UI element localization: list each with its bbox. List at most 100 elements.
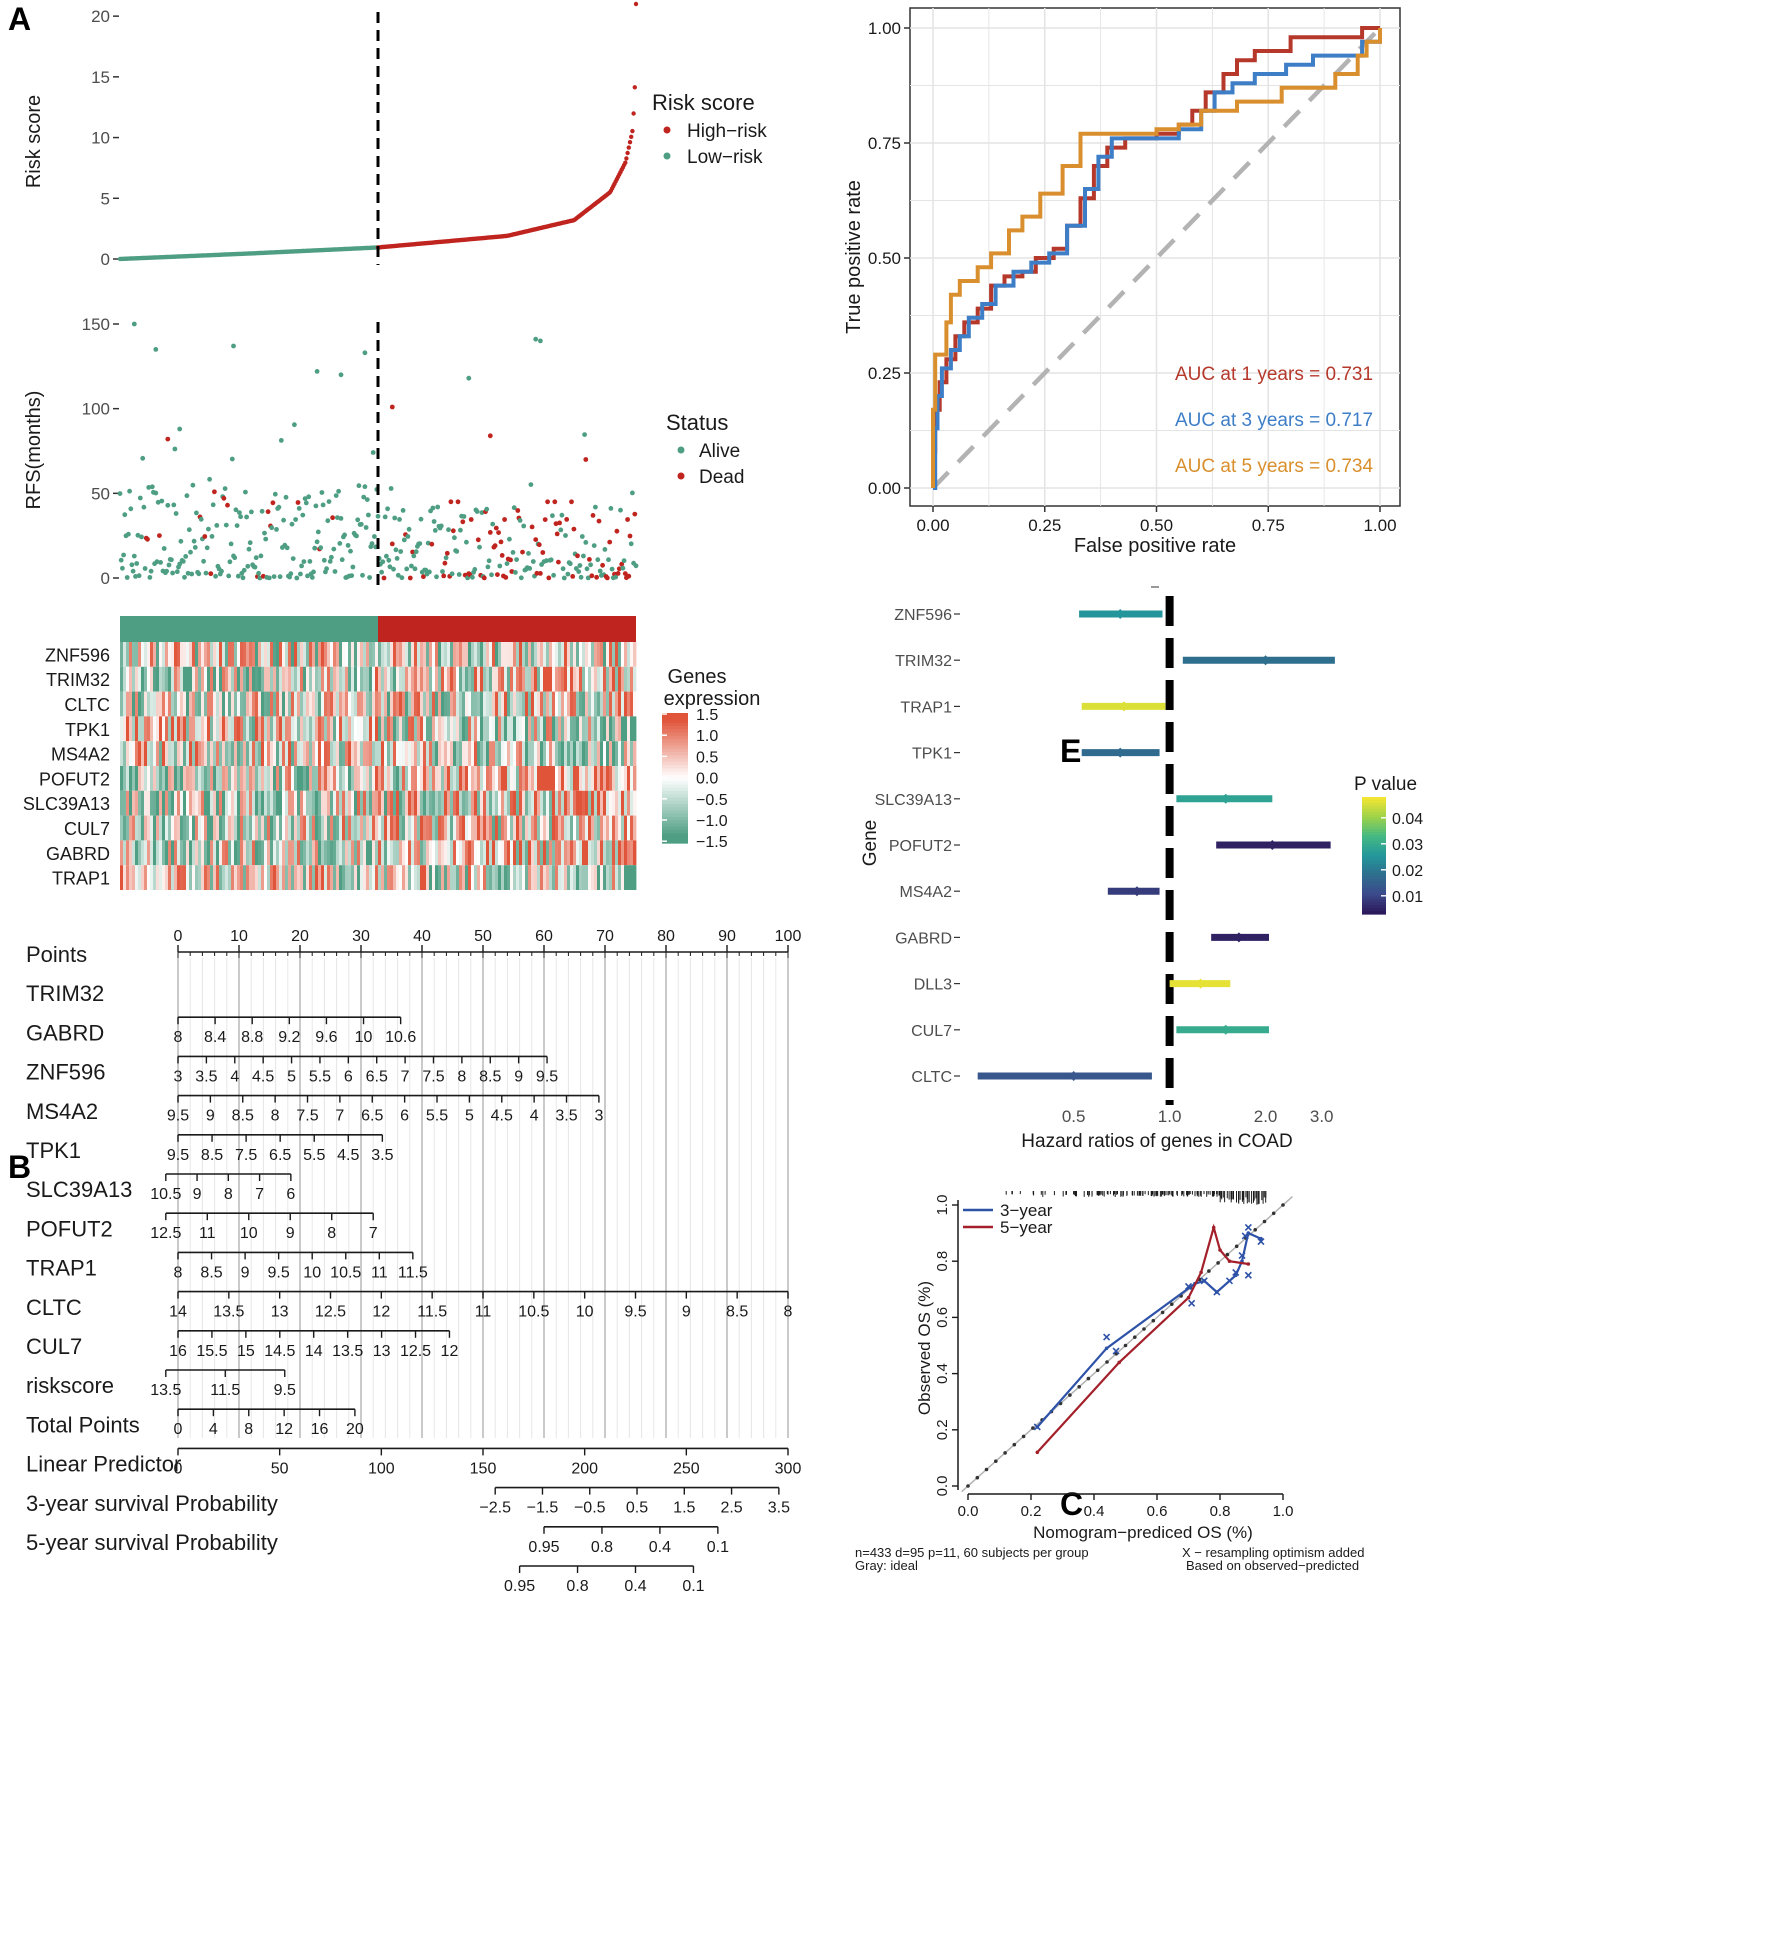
- heatmap-cell: [462, 815, 466, 841]
- heatmap-cell: [120, 840, 124, 866]
- rfs-point: [190, 482, 196, 488]
- heatmap-cell: [372, 815, 376, 841]
- heatmap-cell: [444, 790, 448, 816]
- heatmap-row-label: TPK1: [65, 720, 110, 740]
- heatmap-cell: [531, 865, 535, 890]
- heatmap-cell: [450, 815, 454, 841]
- rfs-point: [360, 572, 365, 578]
- heatmap-cell: [165, 766, 169, 791]
- heatmap-cell: [444, 691, 448, 717]
- heatmap-cell: [369, 840, 373, 866]
- heatmap-cell: [195, 766, 199, 791]
- heatmap-cell: [387, 790, 391, 816]
- heatmap-cell: [354, 642, 358, 667]
- risk-point: [631, 111, 636, 116]
- heatmap-cell: [300, 815, 304, 841]
- heatmap-cell: [504, 666, 508, 692]
- rfs-point: [302, 496, 308, 501]
- nomogram-tick-label: 6.5: [366, 1068, 388, 1085]
- rfs-point: [597, 568, 603, 574]
- ideal-dot: [1021, 1434, 1026, 1439]
- y-tick-label: 0.4: [934, 1363, 951, 1384]
- heatmap-cell: [204, 815, 208, 841]
- heatmap-cell: [372, 666, 376, 692]
- heatmap-cell: [330, 766, 334, 791]
- gene-label: TRIM32: [895, 653, 952, 670]
- heatmap-cell: [522, 716, 526, 742]
- heatmap-cell: [570, 865, 574, 890]
- rfs-point: [460, 519, 466, 525]
- heatmap-cell: [348, 666, 352, 692]
- heatmap-cell: [135, 865, 139, 890]
- heatmap-cell: [285, 642, 289, 667]
- nomogram-tick-label: 4: [530, 1108, 539, 1125]
- heatmap-cell: [552, 666, 556, 692]
- nomogram-tick-label: 0.4: [624, 1578, 646, 1595]
- heatmap-cell: [453, 815, 457, 841]
- heatmap-cell: [168, 642, 172, 667]
- rfs-point: [208, 571, 214, 577]
- heatmap-cell: [570, 666, 574, 692]
- heatmap-cell: [390, 666, 394, 692]
- heatmap-cell: [501, 766, 505, 791]
- heatmap-cell: [129, 815, 133, 841]
- heatmap-cell: [444, 865, 448, 890]
- heatmap-cell: [195, 741, 199, 766]
- heatmap-cell: [312, 741, 316, 766]
- heatmap-cell: [261, 691, 265, 717]
- hr-point: [1115, 609, 1126, 619]
- heatmap-cell: [186, 766, 190, 791]
- heatmap-cell: [300, 741, 304, 766]
- heatmap-cell: [483, 840, 487, 866]
- heatmap-cell: [537, 691, 541, 717]
- heatmap-cell: [585, 642, 589, 667]
- heatmap-cell: [159, 741, 163, 766]
- rfs-point: [622, 571, 628, 576]
- heatmap-cell: [312, 840, 316, 866]
- heatmap-cell: [405, 790, 409, 816]
- rfs-point: [552, 499, 558, 505]
- heatmap-cell: [429, 766, 433, 791]
- heatmap-cell: [447, 716, 451, 742]
- heatmap-cell: [189, 840, 193, 866]
- heatmap-cell: [165, 716, 169, 742]
- rfs-point: [117, 491, 123, 496]
- heatmap-cell: [162, 865, 166, 890]
- heatmap-cell: [357, 766, 361, 791]
- heatmap-cell: [507, 840, 511, 866]
- heatmap-cell: [375, 741, 379, 766]
- nomogram-tick-label: 9.5: [536, 1068, 558, 1085]
- heatmap-cell: [180, 741, 184, 766]
- nomogram-tick-label: 8: [174, 1029, 183, 1046]
- heatmap-cell: [501, 790, 505, 816]
- heatmap-cell: [555, 642, 559, 667]
- heatmap-cell: [180, 840, 184, 866]
- nomogram-tick-label: 16: [311, 1421, 329, 1438]
- rfs-point: [487, 433, 493, 439]
- y-tick-label: 20: [91, 7, 110, 26]
- rfs-point: [375, 513, 381, 519]
- heatmap-cell: [621, 716, 625, 742]
- heatmap-cell: [579, 741, 583, 766]
- heatmap-cell: [588, 865, 592, 890]
- heatmap-cell: [348, 642, 352, 667]
- heatmap-cell: [363, 741, 367, 766]
- heatmap-cell: [414, 815, 418, 841]
- heatmap-cell: [360, 840, 364, 866]
- heatmap-cell: [405, 716, 409, 742]
- rfs-point: [413, 549, 419, 555]
- heatmap-cell: [498, 642, 502, 667]
- heatmap-cell: [267, 766, 271, 791]
- heatmap-cell: [219, 766, 223, 791]
- heatmap-cell: [156, 642, 160, 667]
- rfs-point: [448, 499, 454, 505]
- heatmap-cell: [420, 741, 424, 766]
- heatmap-cell: [225, 691, 229, 717]
- nomogram-tick-label: 7.5: [422, 1068, 444, 1085]
- heatmap-cell: [309, 741, 313, 766]
- heatmap-cell: [405, 840, 409, 866]
- heatmap-cell: [159, 642, 163, 667]
- heatmap-cell: [156, 666, 160, 692]
- heatmap-cell: [609, 815, 613, 841]
- heatmap-cell: [504, 840, 508, 866]
